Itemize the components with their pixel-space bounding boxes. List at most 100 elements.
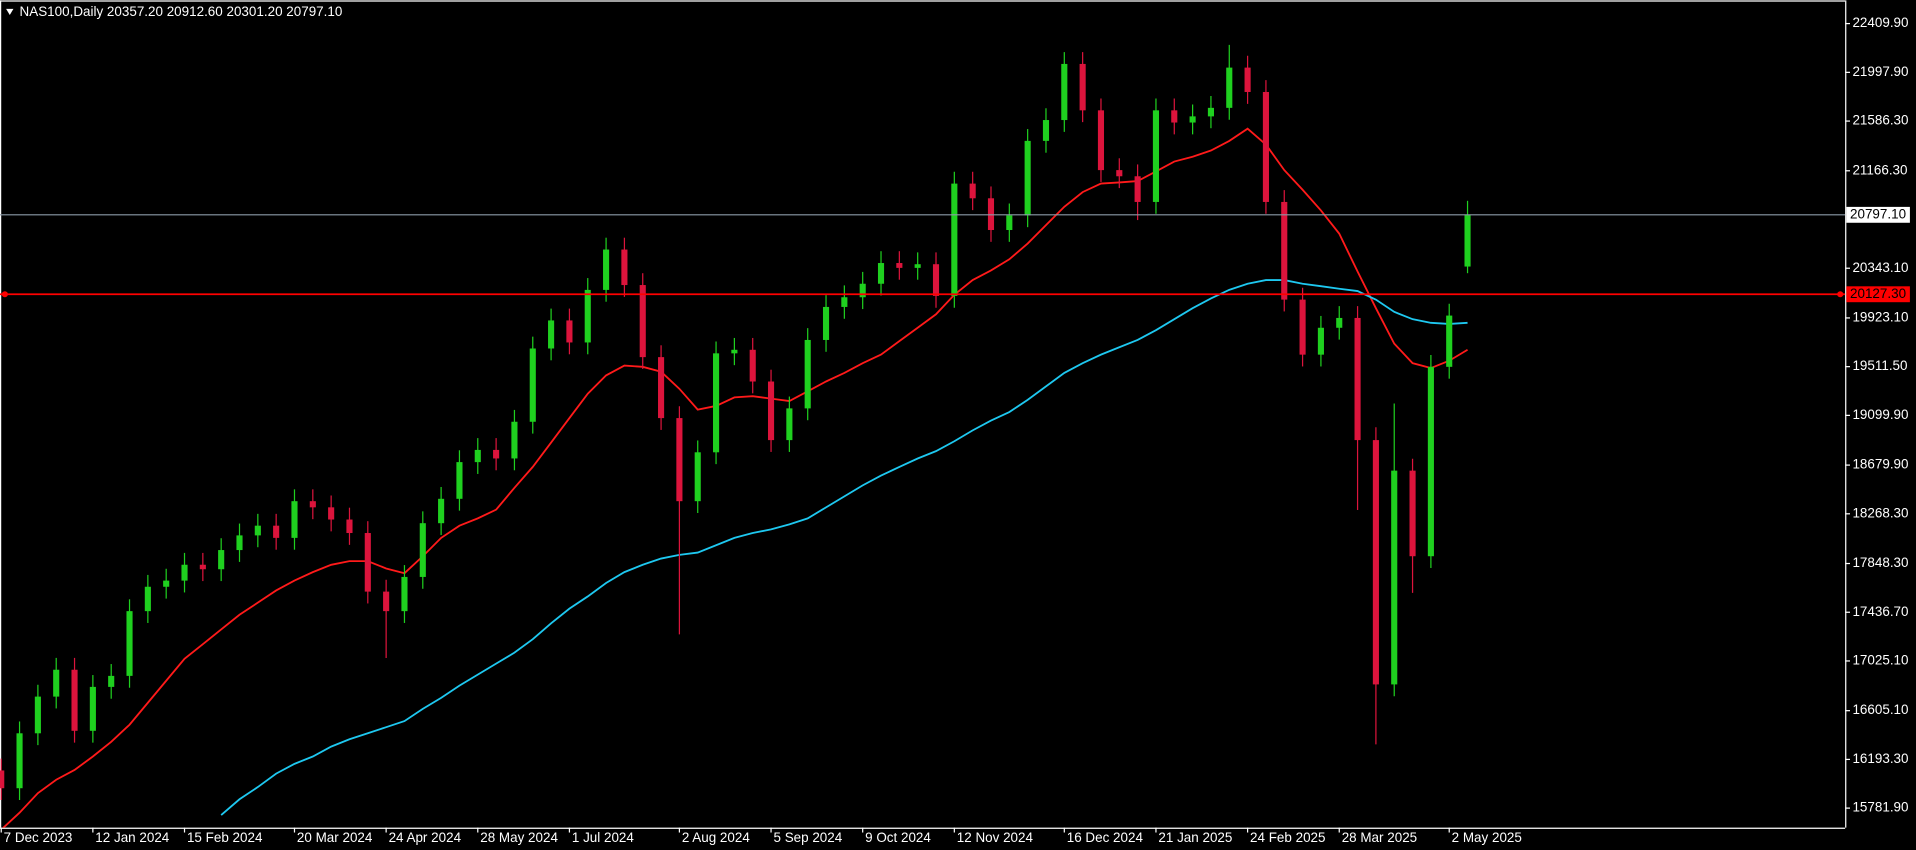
y-tick-label: 21586.30 <box>1852 113 1908 128</box>
candle-body <box>713 353 720 453</box>
candle-body <box>658 357 665 419</box>
candle-body <box>841 297 848 307</box>
candle-body <box>566 320 573 343</box>
candle-body <box>877 263 885 284</box>
y-tick-label: 17025.10 <box>1852 653 1908 668</box>
candle-body <box>1207 107 1214 117</box>
candle-body <box>749 349 756 382</box>
price-level-box <box>1846 206 1910 223</box>
candle-body <box>969 183 976 199</box>
candle-body <box>1226 67 1233 108</box>
candle-body <box>34 696 41 734</box>
candle-body <box>364 533 371 592</box>
price-level-label: 20127.30 <box>1850 286 1906 301</box>
candle-body <box>438 498 445 524</box>
candle-body <box>896 263 903 268</box>
candle-body <box>511 421 518 459</box>
candle-body <box>493 449 500 459</box>
candle-body <box>1244 67 1251 92</box>
candle-body <box>1281 201 1288 300</box>
candle-body <box>603 249 610 290</box>
y-tick-label: 17848.30 <box>1852 555 1908 570</box>
candle-body <box>71 669 78 731</box>
price-level-box <box>1846 286 1910 303</box>
candle-body <box>309 501 316 508</box>
candle-body <box>639 285 646 358</box>
candle-body <box>218 550 225 570</box>
x-tick-label: 2 May 2025 <box>1452 830 1522 845</box>
candle-body <box>456 462 463 499</box>
x-tick-label: 28 May 2024 <box>480 830 558 845</box>
candle-body <box>1116 170 1123 177</box>
candle-body <box>1427 366 1434 557</box>
candle-body <box>419 523 426 577</box>
candle-body <box>987 198 995 231</box>
candle-body <box>1391 470 1398 685</box>
x-tick-label: 16 Dec 2024 <box>1067 830 1144 845</box>
moving-average <box>2 127 1469 828</box>
x-tick-label: 2 Aug 2024 <box>682 830 751 845</box>
candle-body <box>1446 315 1453 367</box>
candle-body <box>89 686 96 731</box>
chart-title: NAS100,Daily 20357.20 20912.60 20301.20 … <box>20 4 343 19</box>
candle-body <box>144 586 151 612</box>
x-tick-label: 24 Apr 2024 <box>389 830 462 845</box>
candle-body <box>694 452 701 502</box>
x-tick-label: 12 Jan 2024 <box>95 830 169 845</box>
y-tick-label: 21997.90 <box>1852 64 1908 79</box>
candle-body <box>181 564 188 581</box>
candle-body <box>1372 440 1379 685</box>
candle-body <box>767 381 775 441</box>
x-tick-label: 15 Feb 2024 <box>187 830 263 845</box>
y-tick-label: 17436.70 <box>1852 604 1908 619</box>
candle-body <box>328 507 335 520</box>
candle-body <box>1134 176 1141 202</box>
menu-arrow[interactable] <box>6 8 14 16</box>
candle-body <box>163 580 170 587</box>
candle-body <box>401 576 408 612</box>
x-tick-label: 28 Mar 2025 <box>1342 830 1417 845</box>
candle-body <box>16 733 23 789</box>
candle-body <box>1079 63 1086 111</box>
candle-body <box>291 501 298 538</box>
candle-body <box>1299 299 1306 355</box>
candle-body <box>1336 317 1343 328</box>
candle-body <box>932 264 940 296</box>
y-tick-label: 19923.10 <box>1852 309 1908 324</box>
candle-body <box>914 264 921 268</box>
candle-body <box>236 535 243 551</box>
candle-body <box>1024 140 1031 216</box>
y-tick-label: 19099.90 <box>1852 407 1908 422</box>
plot <box>0 44 1471 828</box>
y-tick-label: 19511.50 <box>1852 358 1907 373</box>
candle-body <box>1409 470 1416 557</box>
candle-body <box>859 283 866 298</box>
candle-body <box>822 306 830 340</box>
moving-average <box>220 279 1468 816</box>
candle-body <box>346 519 353 534</box>
candle-body <box>548 320 555 349</box>
level-handle <box>1837 291 1844 298</box>
candle-body <box>1042 120 1050 141</box>
y-tick-label: 20343.10 <box>1852 260 1908 275</box>
candle-body <box>1006 215 1013 231</box>
candle-body <box>474 449 481 463</box>
y-tick-label: 22409.90 <box>1852 15 1908 30</box>
candle-body <box>126 611 133 676</box>
candle-body <box>731 349 738 354</box>
candle-body <box>1317 327 1324 355</box>
candle-body <box>1354 317 1361 441</box>
candle-body <box>1262 91 1269 202</box>
candle-body <box>254 525 261 536</box>
candle-body <box>786 408 793 441</box>
candle-body <box>621 249 628 286</box>
x-tick-label: 24 Feb 2025 <box>1250 830 1325 845</box>
y-tick-label: 15781.90 <box>1852 800 1908 815</box>
candle-body <box>951 183 958 296</box>
candle-body <box>804 339 811 409</box>
candle-body <box>676 418 683 502</box>
candle-body <box>1464 214 1471 267</box>
x-tick-label: 9 Oct 2024 <box>865 830 931 845</box>
